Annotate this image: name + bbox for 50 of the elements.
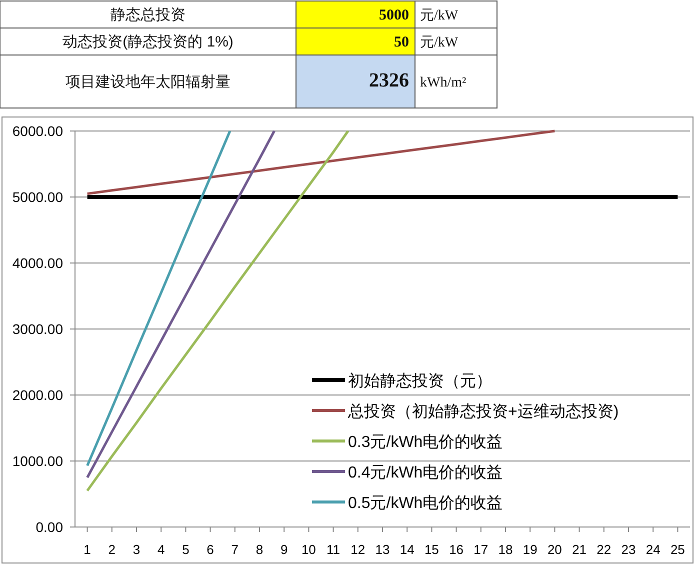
legend-label: 0.3元/kWh电价的收益 <box>348 433 503 451</box>
text: 元/kW <box>420 36 459 50</box>
legend-label: 0.5元/kWh电价的收益 <box>348 494 503 512</box>
text: 5000 <box>379 8 409 24</box>
x-tick-label: 23 <box>621 542 636 557</box>
x-tick-label: 21 <box>572 542 587 557</box>
legend-label: 初始静态投资（元） <box>348 372 492 390</box>
x-tick-label: 17 <box>474 542 488 557</box>
x-tick-label: 19 <box>522 542 538 557</box>
x-tick-label: 22 <box>596 542 612 557</box>
x-tick-label: 3 <box>132 542 140 557</box>
text: 元/kW <box>420 8 459 24</box>
x-tick-label: 5 <box>182 542 190 557</box>
text: 2326 <box>369 70 409 92</box>
line-series <box>86 130 556 195</box>
y-tick-label: 1000.00 <box>12 453 64 469</box>
x-tick-label: 6 <box>206 542 214 557</box>
x-tick-label: 7 <box>231 542 239 557</box>
y-tick-label: 2000.00 <box>12 387 64 403</box>
text: 项目建设地年太阳辐射量 <box>66 74 230 90</box>
x-tick-label: 1 <box>84 542 91 557</box>
text: kWh/m² <box>420 76 466 90</box>
y-tick-label: 5000.00 <box>12 189 64 205</box>
x-tick-label: 13 <box>375 542 390 557</box>
x-tick-label: 16 <box>449 542 464 557</box>
x-tick-label: 4 <box>157 542 165 557</box>
x-tick-label: 9 <box>280 542 288 557</box>
x-tick-label: 15 <box>424 542 439 557</box>
x-tick-label: 10 <box>301 542 316 557</box>
legend-label: 总投资（初始静态投资+运维动态投资) <box>347 402 619 420</box>
x-tick-label: 14 <box>400 542 414 557</box>
y-tick-label: 4000.00 <box>12 255 64 271</box>
y-tick-label: 3000.00 <box>12 321 64 337</box>
x-tick-label: 25 <box>670 542 685 557</box>
y-tick-label: 6000.00 <box>12 123 64 139</box>
line-series <box>86 130 276 479</box>
text: 动态投资(静态投资的 1%) <box>62 34 234 50</box>
x-tick-label: 2 <box>108 542 116 557</box>
x-tick-label: 12 <box>350 542 366 557</box>
text: 静态总投资 <box>110 6 186 24</box>
line-series <box>86 130 350 492</box>
x-tick-label: 8 <box>256 542 264 557</box>
line-series <box>86 130 232 467</box>
x-tick-label: 24 <box>646 542 660 557</box>
text: 50 <box>394 34 409 50</box>
x-tick-label: 18 <box>498 542 513 557</box>
legend-label: 0.4元/kWh电价的收益 <box>348 464 503 482</box>
x-tick-label: 11 <box>326 542 340 557</box>
y-tick-label: 0.00 <box>36 519 64 535</box>
x-tick-label: 20 <box>547 542 562 557</box>
